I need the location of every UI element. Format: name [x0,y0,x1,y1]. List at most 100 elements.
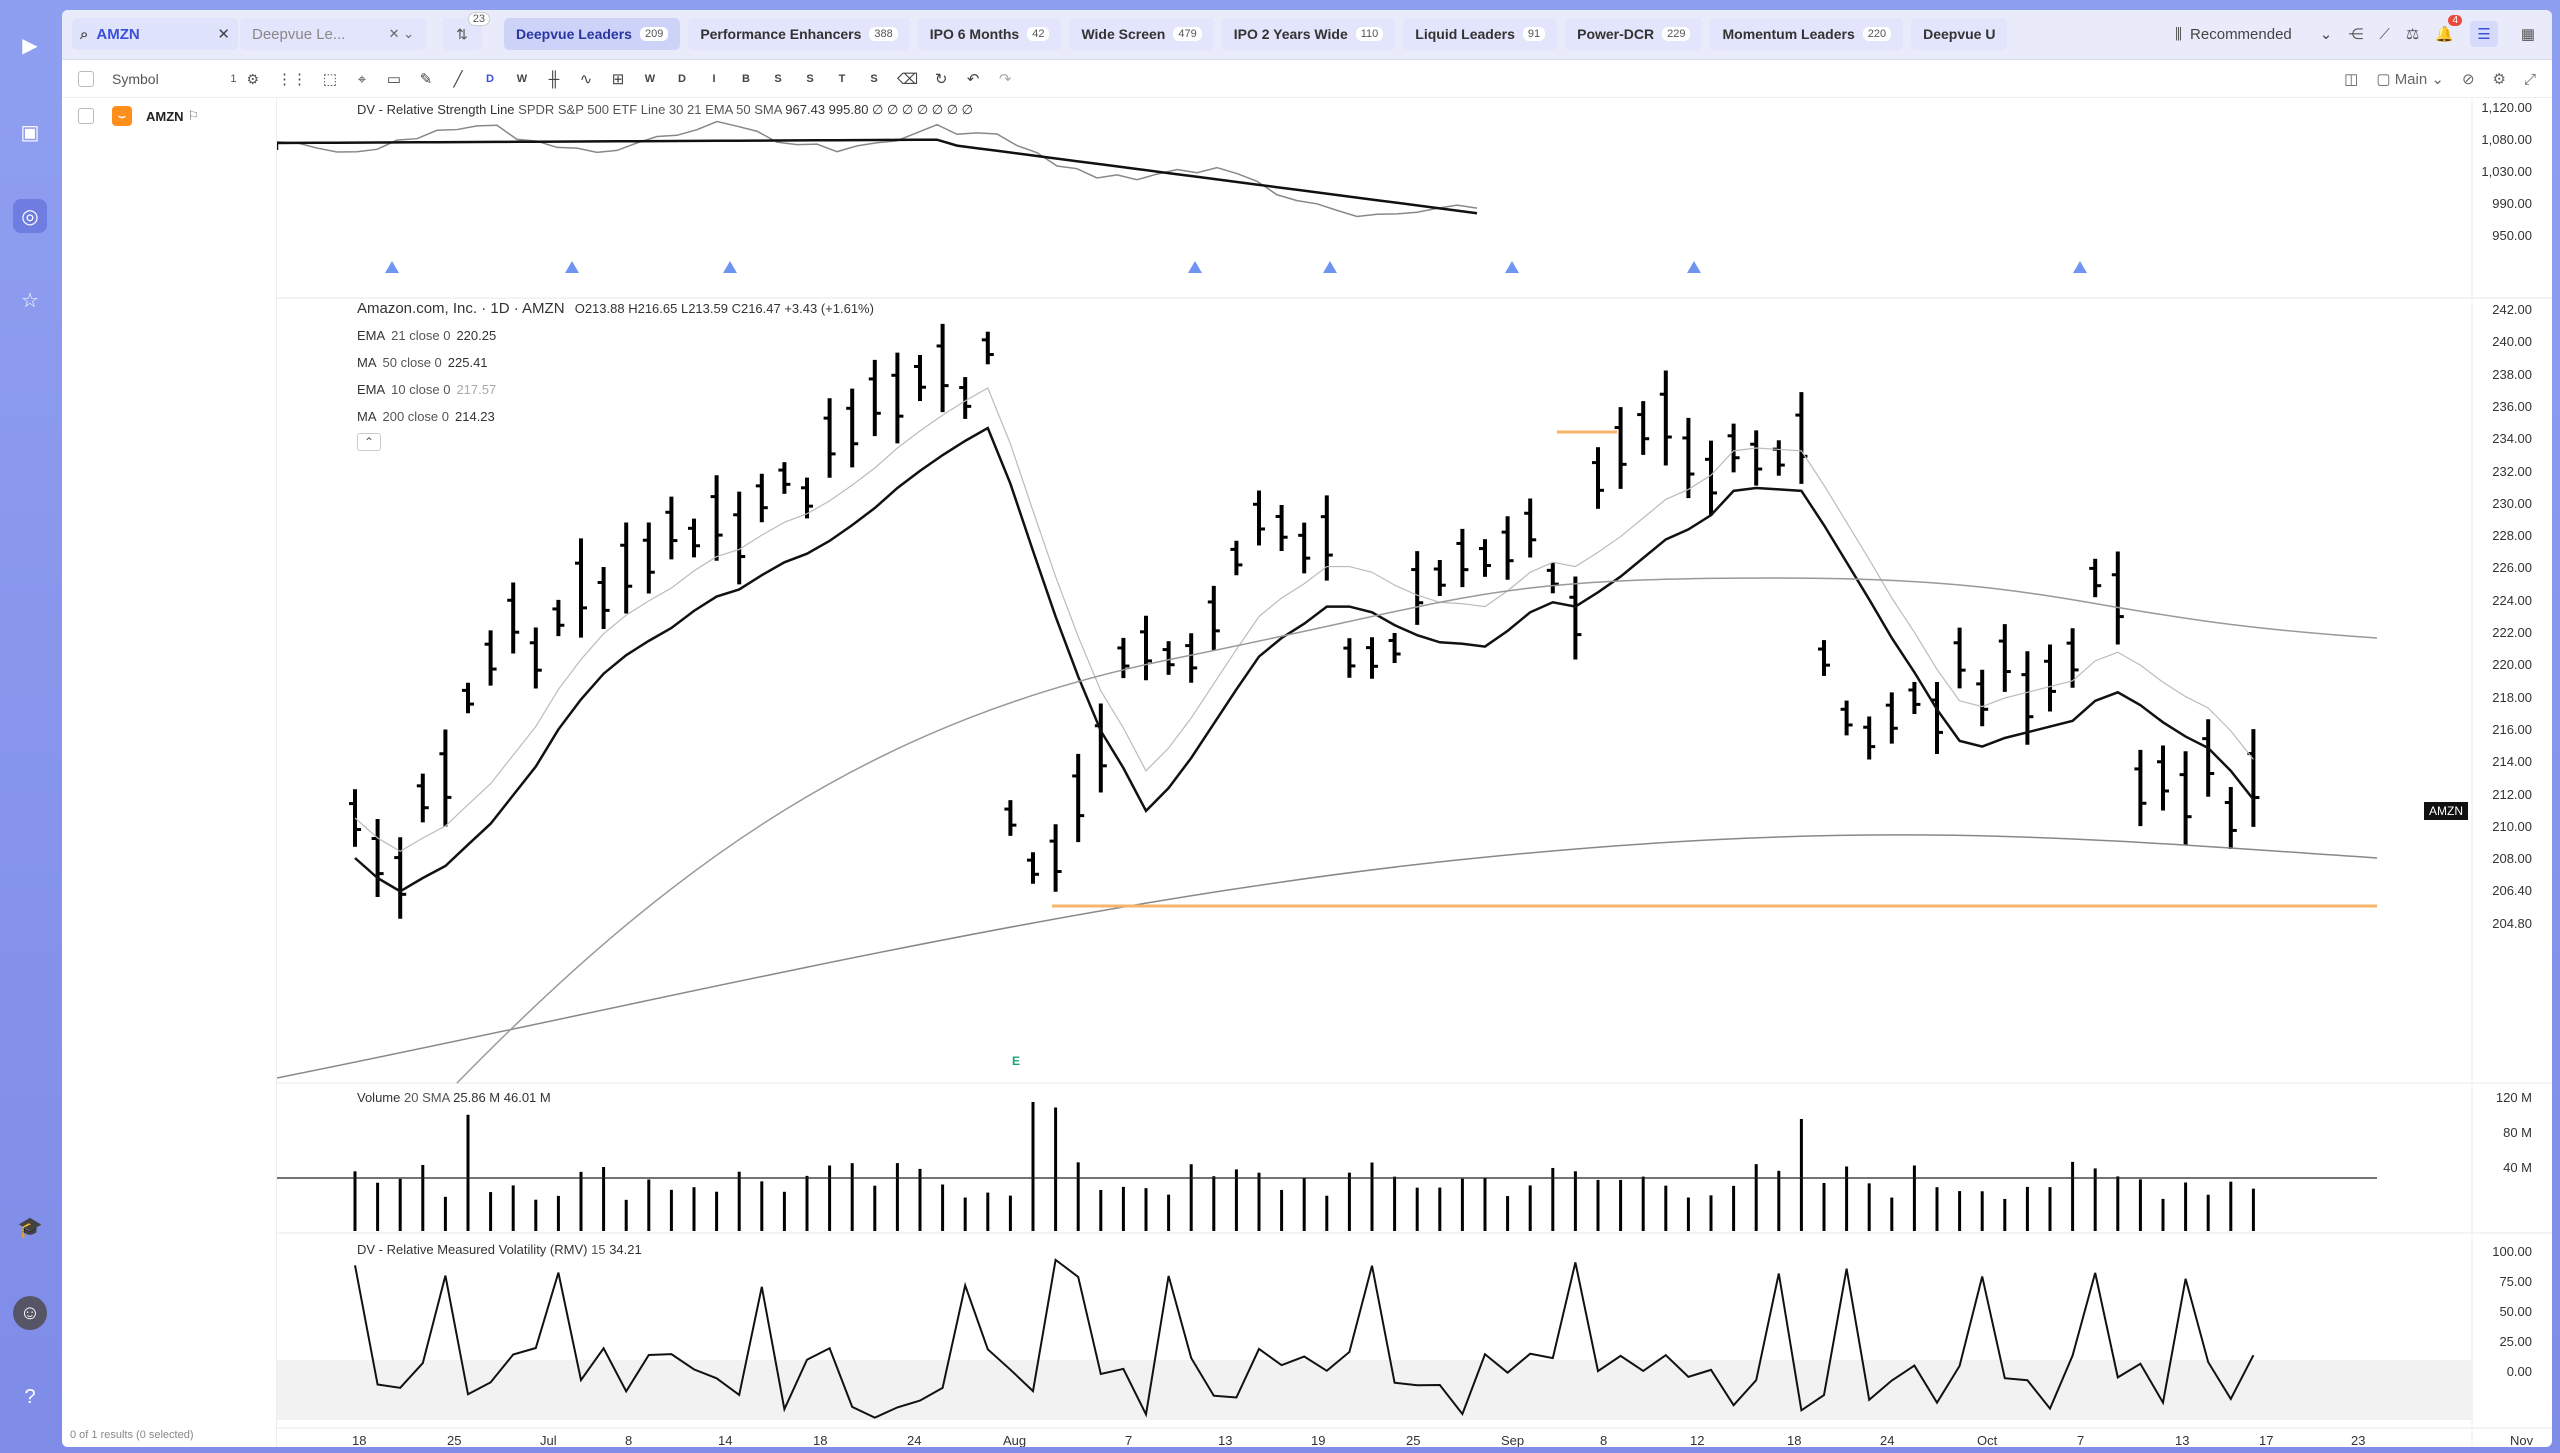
timeframe-t[interactable]: T [838,73,846,85]
earnings-marker[interactable]: E [1012,1054,1021,1068]
price-axis-tick: 212.00 [2492,786,2532,802]
indicator-legend-item[interactable]: EMA 10 close 0 217.57 [357,382,502,397]
notifications-button[interactable]: 🔔 4 [2435,15,2462,43]
brush-icon[interactable]: ✎ [419,71,433,88]
screen-chip-count: 479 [1173,27,1202,41]
screen-chip-0[interactable]: Deepvue Leaders 209 [504,18,681,50]
timeframe-i[interactable]: I [712,73,716,85]
play-logo-icon[interactable]: ▶ [22,34,38,57]
rs-new-high-marker [565,261,579,273]
timeframe-s[interactable]: S [774,73,782,85]
settings-icon[interactable]: ⚙ [2492,71,2506,88]
screen-chip-label: Wide Screen [1081,26,1166,42]
refresh-icon[interactable]: ↻ [934,71,948,88]
symbol-search[interactable]: ⌕ AMZN ✕ [72,18,238,50]
x-axis-tick: 8 [625,1433,633,1447]
rectangle-select-icon[interactable]: ⬚ [322,71,338,88]
price-axis-tick: 210.00 [2492,818,2532,834]
list-item[interactable]: ⌣ AMZN ⚐ [62,104,277,128]
screen-chip-3[interactable]: Wide Screen 479 [1069,18,1214,50]
panel-icon[interactable]: ◫ [2344,71,2359,88]
rmv-title: DV - Relative Measured Volatility (RMV) [357,1242,588,1257]
volume-axis-tick: 80 M [2503,1125,2532,1140]
price-axis-tick: 208.00 [2492,851,2532,867]
timeframe-w[interactable]: W [644,73,656,85]
rs-legend: DV - Relative Strength Line SPDR S&P 500… [357,102,973,118]
list-view-icon[interactable]: ☰ [2470,21,2498,47]
zoom-icon[interactable]: ⊘ [2461,71,2475,88]
interval-weekly[interactable]: W [516,73,528,85]
screen-chip-7[interactable]: Momentum Leaders 220 [1710,18,1904,50]
grid-view-icon[interactable]: ▦ [2520,26,2536,43]
app-rail: ▶ ▣ ◎ ☆ 🎓 ☺ ? [0,0,60,1453]
redo-icon[interactable]: ↷ [998,71,1012,88]
undo-icon[interactable]: ↶ [966,71,980,88]
scale-icon[interactable]: ⚖ [2405,26,2420,43]
share-icon[interactable]: ⋲ [2348,26,2364,43]
rmv-zone [277,1360,2472,1420]
rs-new-high-marker [1323,261,1337,273]
recommended-dropdown[interactable]: ⫼ Recommended ⌄ [2175,25,2332,44]
close-icon[interactable]: ✕ ⌄ [388,26,414,41]
rs-params: SPDR S&P 500 ETF Line 30 21 EMA 50 SMA [518,102,782,117]
screen-chip-4[interactable]: IPO 2 Years Wide 110 [1221,18,1396,50]
education-icon[interactable]: 🎓 [17,1216,43,1239]
watchlist-tab[interactable]: Deepvue Le... ✕ ⌄ [240,18,426,50]
indicator-params: 10 close 0 [391,382,451,397]
clear-search-icon[interactable]: ✕ [217,26,230,43]
eraser-icon[interactable]: ⌫ [897,71,919,88]
help-icon[interactable]: ? [24,1385,36,1408]
trend-line-icon[interactable]: ╱ [453,71,463,88]
layouts-icon[interactable]: ⊞ [611,71,625,88]
collapse-legend-button[interactable]: ⌃ [357,433,381,451]
comment-icon[interactable]: ▭ [386,71,402,88]
app-window: ⌕ AMZN ✕ Deepvue Le... ✕ ⌄ ⇅ 23 Deepvue … [62,10,2552,1447]
price-axis-tick: 230.00 [2492,495,2532,511]
screen-chip-1[interactable]: Performance Enhancers 388 [688,18,910,50]
interval-daily[interactable]: D [486,73,494,85]
layout-dropdown[interactable]: ▢ Main ⌄ [2376,71,2444,88]
indicator-legend-item[interactable]: MA 200 close 0 214.23 [357,409,501,424]
timeframe-s3[interactable]: S [870,73,878,85]
drag-handle-icon[interactable]: ⋮⋮ [277,71,307,88]
row-checkbox[interactable] [78,108,94,124]
x-axis-tick: 14 [718,1433,733,1447]
columns-icon: ⫼ [2175,25,2183,43]
indicator-params: 200 close 0 [382,409,450,424]
ohlc-values: O213.88 H216.65 L213.59 C216.47 +3.43 (+… [574,301,874,316]
timeframe-d[interactable]: D [678,73,686,85]
x-axis-tick: 12 [1690,1433,1705,1447]
flag-icon[interactable]: ⚐ [187,108,200,123]
timeframe-s2[interactable]: S [806,73,814,85]
rs-values: 967.43 995.80 ∅ ∅ ∅ ∅ ∅ ∅ ∅ [785,102,973,117]
symbol-header-label[interactable]: Symbol [112,71,159,87]
indicator-value: 220.25 [456,328,497,343]
x-axis-tick: Nov [2510,1433,2534,1447]
rmv-line [354,1258,2255,1419]
indicator-legend-item[interactable]: MA 50 close 0 225.41 [357,355,494,370]
filter-button[interactable]: ⇅ 23 [442,12,490,50]
search-input[interactable]: AMZN [96,25,140,43]
screen-chip-6[interactable]: Power-DCR 229 [1565,18,1703,50]
volume-sma-line [277,1176,2378,1181]
dashboard-icon[interactable]: ▣ [20,121,40,144]
price-axis-tick: 226.00 [2492,560,2532,576]
avatar[interactable]: ☺ [13,1296,47,1330]
indicators-icon[interactable]: ∿ [579,71,593,88]
crosshair-icon[interactable]: ⌖ [357,70,367,88]
screen-chip-label: Performance Enhancers [700,26,862,42]
line-chart-icon[interactable]: ⟋ [2379,25,2390,43]
gear-icon[interactable]: ⚙ [246,70,259,87]
chart-canvas[interactable] [277,98,2552,1447]
fullscreen-icon[interactable]: ⤢ [2523,70,2536,88]
screen-chip-5[interactable]: Liquid Leaders 91 [1403,18,1558,50]
timeframe-b[interactable]: B [742,73,750,85]
screen-chip-8[interactable]: Deepvue U [1911,18,2008,50]
charts-icon[interactable]: ◎ [13,199,47,233]
star-icon[interactable]: ☆ [21,289,39,312]
indicator-legend-item[interactable]: EMA 21 close 0 220.25 [357,328,502,343]
chart-area[interactable]: DV - Relative Strength Line SPDR S&P 500… [277,98,2552,1447]
select-all-checkbox[interactable] [78,71,94,87]
bar-style-icon[interactable]: ╫ [548,70,560,88]
screen-chip-2[interactable]: IPO 6 Months 42 [917,18,1062,50]
